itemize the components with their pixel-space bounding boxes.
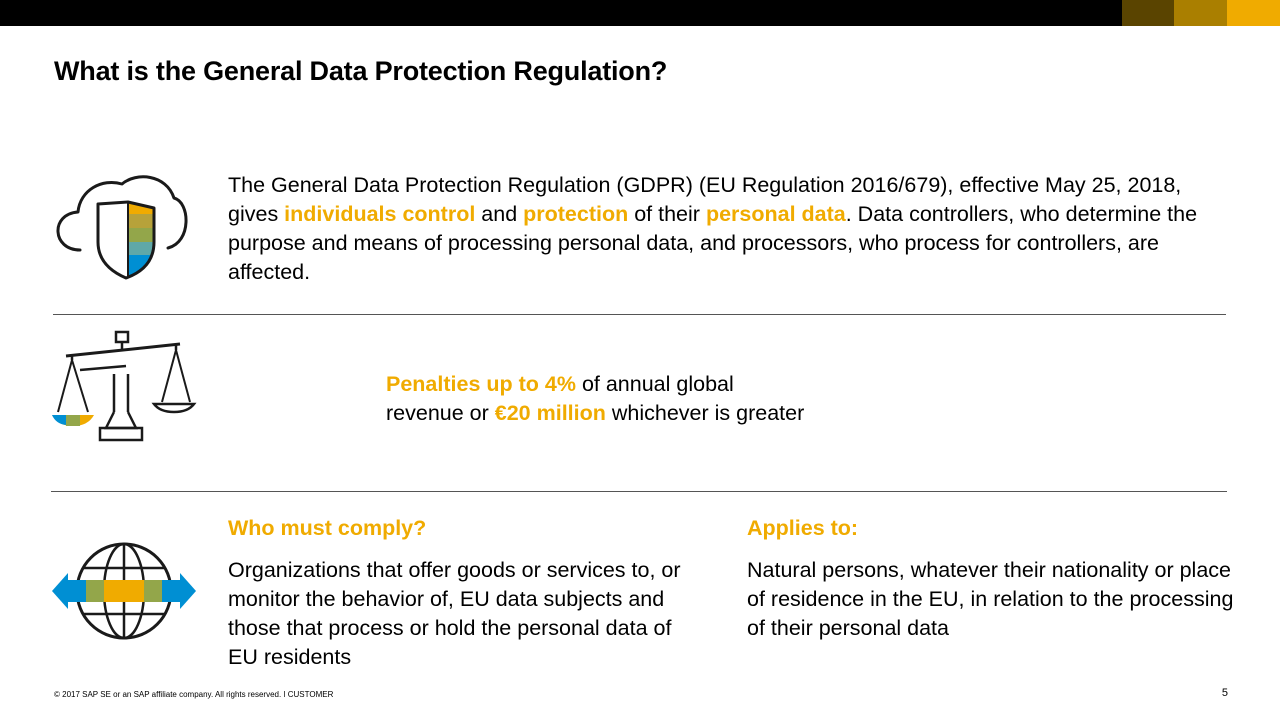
top-bar-block-dark-gold bbox=[1122, 0, 1174, 26]
intro-highlight-personal-data: personal data bbox=[705, 202, 846, 226]
applies-to-heading: Applies to: bbox=[747, 516, 859, 540]
penalties-highlight-20-million: €20 million bbox=[494, 401, 606, 425]
scales-icon bbox=[52, 330, 197, 442]
top-bar-block-mid-gold bbox=[1174, 0, 1227, 26]
divider-2 bbox=[51, 491, 1227, 492]
who-must-comply-body: Organizations that offer goods or servic… bbox=[228, 558, 681, 669]
divider-1 bbox=[53, 314, 1226, 315]
intro-highlight-individuals-control: individuals control bbox=[284, 202, 476, 226]
penalties-text-1: of annual global bbox=[575, 372, 734, 396]
intro-text-1: The General Data Protection Regulation (… bbox=[228, 173, 1182, 226]
intro-highlight-protection: protection bbox=[523, 202, 629, 226]
globe-arrows-icon bbox=[52, 542, 196, 640]
penalties-paragraph: Penalties up to 4% of annual global reve… bbox=[386, 370, 946, 428]
intro-text-4: . Data controllers, who determine the pu… bbox=[228, 202, 1198, 284]
intro-text-2: and bbox=[475, 202, 524, 226]
penalties-highlight-4-percent: Penalties up to 4% bbox=[386, 372, 576, 396]
who-must-comply-heading: Who must comply? bbox=[228, 516, 427, 540]
intro-paragraph: The General Data Protection Regulation (… bbox=[228, 171, 1228, 287]
penalties-text-2: revenue or bbox=[386, 401, 495, 425]
cloud-shield-icon bbox=[56, 175, 188, 280]
top-bar-block-gold bbox=[1227, 0, 1280, 26]
applies-to-body: Natural persons, whatever their national… bbox=[747, 558, 1234, 640]
page-number: 5 bbox=[1221, 687, 1228, 699]
top-bar bbox=[0, 0, 1280, 26]
slide-title: What is the General Data Protection Regu… bbox=[54, 56, 668, 86]
intro-text-3: of their bbox=[628, 202, 706, 226]
footer-copyright: © 2017 SAP SE or an SAP affiliate compan… bbox=[54, 690, 334, 699]
penalties-text-3: whichever is greater bbox=[605, 401, 805, 425]
